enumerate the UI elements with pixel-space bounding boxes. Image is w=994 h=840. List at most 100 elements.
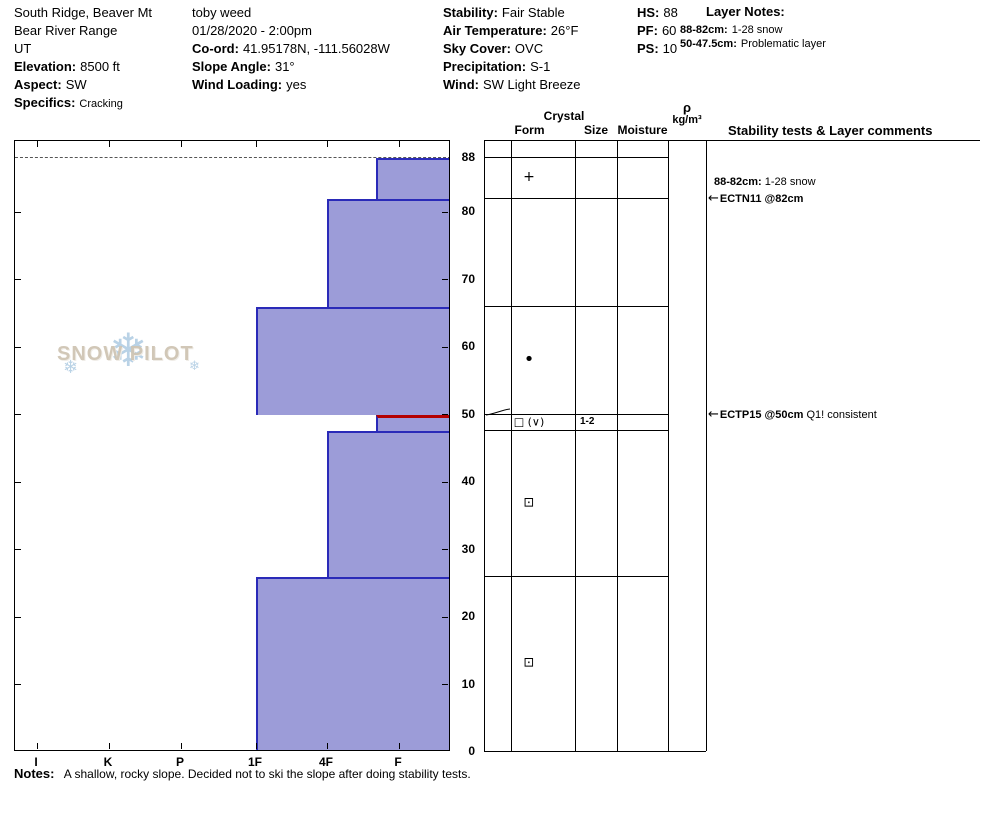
hardness-tick (326, 141, 328, 147)
notes-label: Notes: (14, 766, 55, 781)
hardness-axis-label: K (103, 755, 113, 769)
notes-text: A shallow, rocky slope. Decided not to s… (63, 767, 471, 781)
depth-tick (442, 279, 448, 280)
snow-layer-bar (256, 306, 449, 415)
aspect-row: Aspect: SW (14, 77, 87, 92)
layer-comment: 88-82cm: 1-28 snow (714, 176, 816, 188)
snowpilot-watermark: ❄ ❄ ❄ SNOW PILOT (57, 323, 227, 389)
location-range: Bear River Range (14, 23, 118, 38)
hardness-tick (108, 743, 110, 749)
layer-comment-range: 88-82cm: (714, 175, 762, 188)
precipitation-row: Precipitation: S-1 (443, 59, 551, 74)
slope-angle-row: Slope Angle: 31° (192, 59, 295, 74)
hardness-axis-label: P (175, 755, 185, 769)
test-result-label: ECTP15 @50cm (719, 408, 804, 421)
snow-layer-bar (376, 158, 449, 199)
hardness-tick (108, 141, 110, 147)
layer-boundary-line (484, 575, 668, 577)
table-column-line (706, 140, 707, 751)
hardness-tick (255, 141, 257, 147)
notes-footer: Notes: A shallow, rocky slope. Decided n… (14, 766, 471, 781)
hardness-tick (180, 743, 182, 749)
layer-boundary-line (484, 430, 668, 432)
depth-axis-label: 60 (461, 339, 475, 353)
comments-column-header: Stability tests & Layer comments (728, 123, 933, 138)
depth-tick (442, 684, 448, 685)
hs-row: HS: 88 (637, 5, 678, 20)
depth-axis-label: 50 (461, 406, 475, 421)
depth-tick (442, 549, 448, 550)
crystal-header: Crystal (543, 109, 585, 123)
rounded-grains-icon: • (523, 348, 535, 370)
depth-tick (442, 346, 448, 348)
depth-tick (442, 414, 448, 415)
snow-layer-bar (376, 414, 449, 432)
layer-note-text: Problematic layer (740, 38, 826, 50)
depth-axis-label: 40 (461, 474, 475, 488)
ps-row: PS: 10 (637, 41, 678, 56)
layer-boundary-line (484, 197, 668, 199)
table-column-line (575, 140, 576, 751)
air-temp-row: Air Temperature: 26°F (443, 23, 579, 38)
snow-layer-bar (327, 431, 449, 577)
size-column-header: Size (583, 123, 608, 137)
observation-datetime: 01/28/2020 - 2:00pm (192, 23, 312, 38)
layer-note-entry: 88-82cm: 1-28 snow (680, 23, 826, 37)
specifics-row: Specifics: Cracking (14, 95, 123, 110)
layer-notes-list: 88-82cm: 1-28 snow 50-47.5cm: Problematic l… (680, 23, 826, 51)
depth-axis-label: 0 (468, 744, 475, 758)
depth-axis-label: 20 (461, 609, 475, 623)
watermark-text: SNOW PILOT (57, 343, 194, 365)
hardness-profile-chart: ❄ ❄ ❄ SNOW PILOT (14, 140, 450, 751)
header-location: South Ridge, Beaver Mt Bear River Range … (14, 4, 152, 113)
coordinates-row: Co-ord: 41.95178N, -111.56028W (192, 41, 390, 56)
depth-tick (15, 211, 21, 213)
form-column-header: Form (514, 123, 545, 137)
depth-tick (15, 414, 21, 415)
wind-row: Wind: SW Light Breeze (443, 77, 581, 92)
location-name: South Ridge, Beaver Mt (14, 5, 153, 20)
hardness-axis-label: I (34, 755, 38, 769)
layer-boundary-line (484, 157, 668, 158)
depth-tick (442, 616, 448, 618)
stability-tests-comments: ←ECTN11 @82cm 88-82cm: 1-28 snow ←ECTP15 @… (706, 140, 992, 751)
header-depths: HS: 88 PF: 60 PS: 10 (637, 4, 678, 58)
hardness-axis-label: 4F (318, 755, 334, 769)
hardness-tick (180, 141, 182, 147)
hardness-tick (36, 141, 38, 147)
snowflake-icon: ❄ (109, 323, 148, 377)
hardness-tick (326, 743, 328, 749)
precipitation-particles-icon: + (523, 169, 535, 186)
test-result-label: ECTN11 @82cm (719, 192, 804, 205)
hardness-tick (36, 743, 38, 749)
elevation-row: Elevation: 8500 ft (14, 59, 120, 74)
rounding-facets-icon: ⊡ (523, 655, 535, 671)
table-top-border (484, 140, 980, 141)
stability-row: Stability: Fair Stable (443, 5, 565, 20)
header-conditions: Stability: Fair Stable Air Temperature: 26… (443, 4, 581, 94)
rounding-facets-icon: ⊡ (523, 495, 535, 511)
pf-row: PF: 60 (637, 23, 677, 38)
depth-tick (442, 481, 448, 483)
depth-tick (442, 211, 448, 213)
wind-loading-row: Wind Loading: yes (192, 77, 307, 92)
grain-size-value: 1-2 (580, 415, 595, 427)
depth-axis-label: 70 (461, 271, 475, 286)
snow-layer-bar (256, 576, 449, 750)
snow-layer-bar (327, 198, 449, 307)
depth-axis-label: 10 (461, 676, 475, 691)
stability-test-result: ←ECTN11 @82cm (708, 191, 803, 206)
depth-axis-label: 30 (461, 541, 475, 556)
table-bottom-border (484, 751, 706, 752)
layer-notes-title: Layer Notes: (706, 4, 785, 19)
layer-note-text: 1-28 snow (731, 24, 783, 36)
hardness-axis-label: 1F (247, 755, 263, 769)
stability-test-result: ←ECTP15 @50cm Q1! consistent (708, 407, 877, 422)
left-arrow-icon: ← (708, 406, 719, 422)
layer-boundary-line (484, 305, 668, 307)
table-column-line (617, 140, 618, 751)
depth-tick (15, 279, 21, 280)
layer-note-range: 50-47.5cm: (680, 38, 737, 50)
table-column-line (511, 140, 512, 751)
facets-with-surface-hoar-icon: □ (∨) (513, 415, 545, 429)
